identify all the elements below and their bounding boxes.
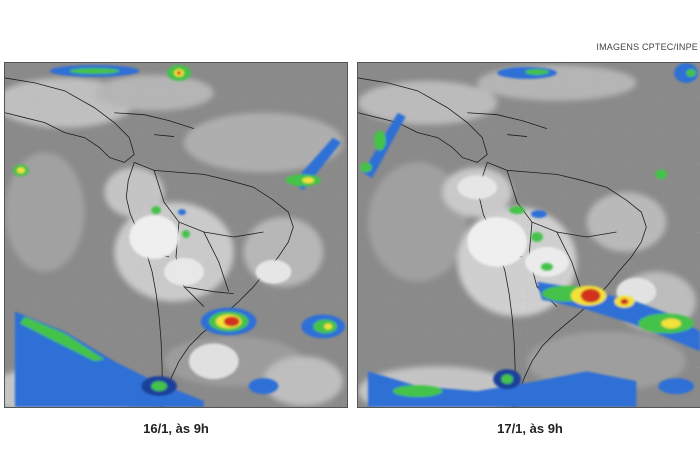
image-credit: IMAGENS CPTEC/INPE: [596, 42, 698, 52]
satellite-image-1: [5, 63, 347, 407]
satellite-image-panel-2: [357, 62, 700, 408]
caption-panel-2: 17/1, às 9h: [497, 421, 563, 436]
satellite-image-2: [358, 63, 700, 407]
caption-panel-1: 16/1, às 9h: [143, 421, 209, 436]
satellite-image-panel-1: [4, 62, 348, 408]
